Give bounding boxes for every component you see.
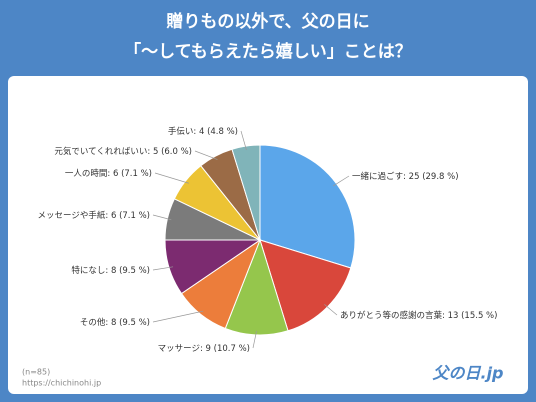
separator: :	[105, 266, 111, 276]
category-label: メッセージや手紙	[38, 210, 106, 221]
leader-line	[152, 266, 174, 271]
value-label: 6 (7.1 %)	[111, 211, 150, 221]
leader-line	[152, 310, 204, 323]
pie-slice	[231, 144, 261, 241]
leader-line	[324, 304, 338, 316]
separator: :	[193, 127, 199, 137]
data-label: 特になし: 8 (9.5 %)	[71, 265, 150, 276]
note: (n=85)	[22, 368, 50, 377]
value-label: 13 (15.5 %)	[448, 311, 498, 321]
data-label: 元気でいてくれればいい: 5 (6.0 %)	[54, 146, 192, 157]
separator: :	[442, 311, 448, 321]
data-label: その他: 8 (9.5 %)	[80, 317, 150, 328]
source: https://chichinohi.jp	[22, 379, 101, 388]
separator: :	[403, 172, 409, 182]
value-label: 5 (6.0 %)	[153, 147, 192, 157]
value-label: 25 (29.8 %)	[409, 172, 459, 182]
leader-line	[252, 330, 257, 349]
data-label: マッサージ: 9 (10.7 %)	[158, 344, 250, 354]
data-label: 一緒に過ごす: 25 (29.8 %)	[352, 171, 459, 182]
category-label: 一緒に過ごす	[352, 171, 403, 182]
leader-line	[194, 150, 218, 160]
chart-title: 「～してもらえたら嬉しい」ことは？	[124, 41, 412, 62]
category-label: 一人の時間	[65, 169, 108, 179]
value-label: 4 (4.8 %)	[199, 127, 238, 137]
data-label: メッセージや手紙: 6 (7.1 %)	[38, 210, 150, 221]
category-label: その他	[80, 317, 106, 328]
data-label: 手伝い: 4 (4.8 %)	[168, 126, 238, 137]
value-label: 8 (9.5 %)	[111, 266, 150, 276]
category-label: 元気でいてくれればいい	[54, 146, 147, 157]
chart-title: 贈りもの以外で、父の日に	[166, 11, 369, 32]
value-label: 8 (9.5 %)	[111, 318, 150, 328]
separator: :	[105, 211, 111, 221]
category-label: マッサージ	[158, 344, 200, 354]
separator: :	[147, 147, 153, 157]
category-label: 特になし	[71, 265, 105, 276]
leader-line	[333, 175, 350, 187]
category-label: ありがとう等の感謝の言葉	[340, 310, 443, 321]
leader-line	[152, 214, 172, 221]
category-label: 手伝い	[168, 126, 194, 137]
data-label: ありがとう等の感謝の言葉: 13 (15.5 %)	[340, 310, 497, 321]
data-label: 一人の時間: 6 (7.1 %)	[65, 169, 152, 179]
leader-line	[154, 172, 189, 184]
separator: :	[200, 344, 206, 354]
leader-line	[240, 130, 247, 151]
value-label: 9 (10.7 %)	[206, 344, 250, 354]
value-label: 6 (7.1 %)	[113, 169, 152, 179]
logo: 父の日.jp	[432, 364, 503, 383]
separator: :	[107, 169, 113, 179]
separator: :	[105, 318, 111, 328]
